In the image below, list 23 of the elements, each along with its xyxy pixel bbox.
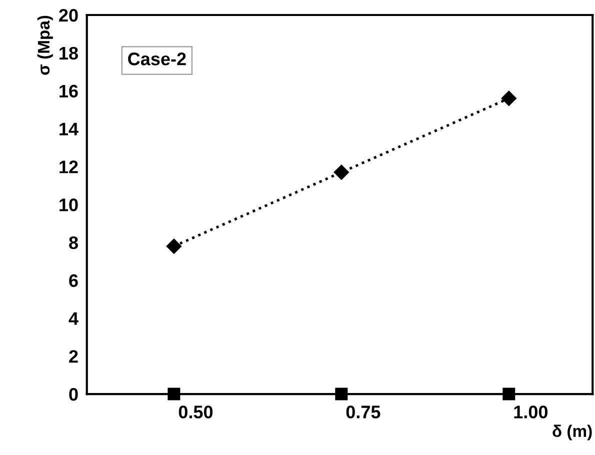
- point: [501, 90, 516, 106]
- y-axis-title: σ (Mpa): [37, 16, 53, 75]
- annotation: Case-2: [128, 52, 186, 66]
- y-tick-label: 8: [69, 236, 78, 250]
- y-tick-label: 0: [69, 388, 78, 401]
- x-tick-label: 0.50: [178, 406, 213, 418]
- y-tick-label: 6: [69, 274, 78, 288]
- x-axis-title: δ (m): [552, 424, 592, 440]
- y-tick-label: 10: [60, 198, 78, 212]
- y-tick-label: 16: [60, 84, 78, 98]
- point: [335, 388, 348, 400]
- point: [502, 388, 516, 400]
- point: [166, 238, 182, 254]
- x-tick-label: 1.00: [514, 406, 548, 418]
- y-tick-label: 12: [60, 160, 78, 174]
- y-tick-label: 4: [68, 312, 78, 325]
- point: [168, 388, 180, 400]
- y-tick-label: 2: [69, 350, 78, 363]
- y-tick-label: 18: [60, 46, 78, 60]
- y-tick-label: 20: [59, 8, 78, 22]
- y-tick-label: 14: [60, 122, 78, 136]
- x-tick-label: 0.75: [346, 406, 380, 418]
- point: [334, 164, 349, 180]
